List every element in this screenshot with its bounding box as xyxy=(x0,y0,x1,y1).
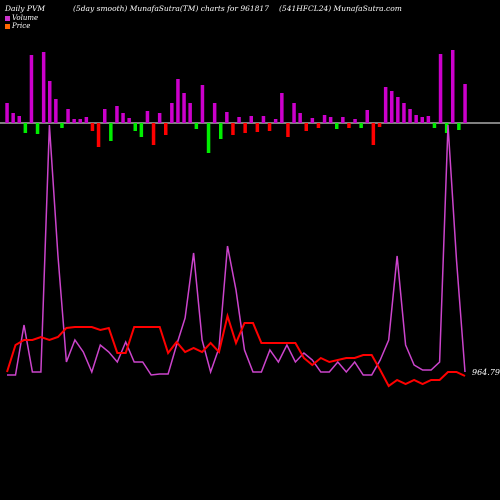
legend-volume: Volume xyxy=(5,14,38,22)
volume-bar xyxy=(390,91,394,123)
volume-bar xyxy=(444,123,449,133)
symbol-label: (541HFCL24) MunafaSutra.com xyxy=(279,4,402,13)
volume-bar xyxy=(359,123,363,128)
price-line xyxy=(6,312,466,388)
volume-bar xyxy=(267,123,272,131)
volume-bar xyxy=(5,103,9,123)
volume-bar xyxy=(182,93,186,123)
volume-bar xyxy=(347,123,351,128)
volume-bar xyxy=(127,118,131,123)
volume-bar xyxy=(353,119,357,123)
volume-bar xyxy=(206,123,211,153)
volume-bar xyxy=(383,87,388,123)
legend-volume-label: Volume xyxy=(12,14,39,22)
chart-type-label: Daily PVM xyxy=(5,4,46,13)
volume-bar xyxy=(341,117,345,123)
volume-bar xyxy=(292,103,296,123)
volume-bar xyxy=(41,52,46,123)
volume-bar xyxy=(298,113,302,123)
volume-bar xyxy=(365,110,369,123)
volume-bar xyxy=(84,117,89,123)
volume-bar xyxy=(11,113,15,123)
volume-bar xyxy=(414,115,418,123)
volume-bar xyxy=(249,116,253,123)
volume-bar xyxy=(457,123,461,130)
volume-bar xyxy=(243,123,247,133)
volume-bar xyxy=(78,119,82,123)
volume-bar xyxy=(164,123,168,135)
price-readout: 964.79 xyxy=(472,368,500,377)
volume-bar xyxy=(432,123,437,128)
volume-bar xyxy=(115,106,119,123)
volume-bar xyxy=(426,116,431,123)
legend-price-swatch xyxy=(5,23,10,29)
volume-bar xyxy=(261,116,266,123)
volume-bar xyxy=(316,123,321,128)
volume-bar xyxy=(310,118,315,123)
volume-bar xyxy=(176,79,180,123)
volume-bar xyxy=(194,123,199,129)
volume-bar xyxy=(23,123,28,133)
volume-bar xyxy=(451,50,455,123)
volume-bar xyxy=(377,123,382,127)
volume-bars xyxy=(5,50,467,153)
volume-bar xyxy=(133,123,137,131)
volume-bar xyxy=(322,115,327,123)
volume-bar xyxy=(72,119,76,123)
volume-bar xyxy=(280,93,284,123)
legend-price-label: Price xyxy=(12,22,31,30)
volume-bar xyxy=(60,123,64,128)
volume-bar xyxy=(96,123,101,147)
volume-bar xyxy=(121,113,125,123)
volume-bar xyxy=(438,54,443,123)
volume-bar xyxy=(231,123,235,135)
volume-bar xyxy=(170,103,174,123)
volume-bar xyxy=(335,123,339,129)
volume-bar xyxy=(273,119,278,123)
volume-bar xyxy=(188,103,192,123)
volume-bar xyxy=(402,103,406,123)
volume-bar xyxy=(396,97,400,123)
volume-bar xyxy=(200,85,205,123)
volume-bar xyxy=(237,117,241,123)
volume-bar xyxy=(328,117,333,123)
volume-bar xyxy=(151,123,156,145)
volume-bar xyxy=(225,112,229,123)
volume-bar xyxy=(157,113,162,123)
volume-bar xyxy=(139,123,144,137)
volume-bar xyxy=(255,123,260,132)
volume-bar xyxy=(66,109,70,123)
chart-subtitle: (5day smooth) MunafaSutra(TM) charts for… xyxy=(73,4,269,13)
volume-bar xyxy=(17,116,21,123)
volume-bar xyxy=(371,123,376,145)
volume-bar xyxy=(103,109,107,123)
volume-bar xyxy=(48,81,52,123)
volume-bar xyxy=(54,99,58,123)
volume-bar xyxy=(219,123,223,139)
volume-bar xyxy=(408,109,412,123)
volume-bar xyxy=(29,55,34,123)
volume-bar xyxy=(35,123,40,134)
volume-bar xyxy=(145,111,150,123)
volume-bar xyxy=(90,123,95,131)
volume-bar xyxy=(109,123,113,141)
volume-bar xyxy=(420,117,424,123)
volume-bar xyxy=(304,123,308,131)
volume-bar xyxy=(463,84,467,123)
volume-line xyxy=(7,124,466,376)
legend-volume-swatch xyxy=(5,15,10,21)
volume-bar xyxy=(286,123,290,137)
legend-price: Price xyxy=(5,22,30,30)
volume-bar xyxy=(212,103,217,123)
